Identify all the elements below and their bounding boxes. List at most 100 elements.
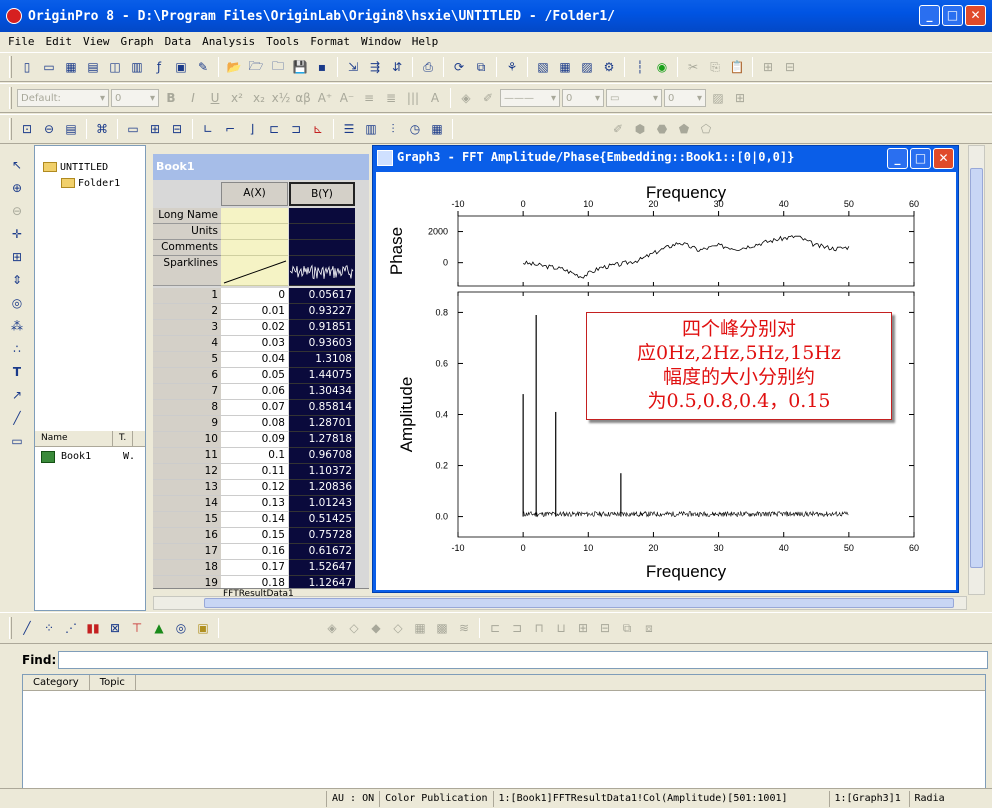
3d-image-icon[interactable]: ▩ bbox=[436, 621, 448, 635]
cell-a[interactable]: 0.05 bbox=[221, 368, 288, 384]
menu-file[interactable]: File bbox=[8, 34, 35, 48]
stat-plot-icon[interactable]: ⊤ bbox=[131, 621, 143, 635]
copy-icon[interactable]: ⎘ bbox=[710, 59, 720, 74]
cell-b[interactable]: 1.20836 bbox=[289, 480, 355, 496]
column-header-a[interactable]: A(X) bbox=[221, 182, 288, 206]
results-log-icon[interactable]: ▧ bbox=[537, 60, 549, 74]
pointer-icon[interactable]: ↖ bbox=[11, 157, 23, 172]
data-region-icon[interactable]: ⁂ bbox=[11, 318, 23, 333]
command-window-icon[interactable]: ▨ bbox=[581, 60, 593, 74]
send-back-icon[interactable]: ⧈ bbox=[645, 620, 653, 635]
underline-icon[interactable]: U bbox=[210, 91, 220, 105]
find-input[interactable] bbox=[58, 651, 988, 669]
new-excel-icon[interactable]: ▤ bbox=[87, 60, 99, 74]
cell-a[interactable]: 0.03 bbox=[221, 336, 288, 352]
col-name[interactable]: Name bbox=[35, 431, 113, 446]
cell-b[interactable]: 0.75728 bbox=[289, 528, 355, 544]
group-icon[interactable]: ⬣ bbox=[656, 122, 668, 136]
bring-front-icon[interactable]: ⧉ bbox=[622, 620, 632, 635]
align-center-icon[interactable]: ≣ bbox=[385, 91, 397, 105]
menu-tools[interactable]: Tools bbox=[266, 34, 300, 48]
annotation-textbox[interactable]: 四个峰分别对 应0Hz,2Hz,5Hz,15Hz 幅度的大小分别约 为0.5,0… bbox=[586, 312, 892, 420]
draw-data-icon[interactable]: ∴ bbox=[13, 341, 21, 356]
3d-surface-icon[interactable]: ◆ bbox=[371, 621, 381, 635]
save-template-icon[interactable]: ▪ bbox=[317, 60, 327, 74]
align-left-obj-icon[interactable]: ⊏ bbox=[489, 621, 501, 635]
color-scale-icon[interactable]: ▥ bbox=[365, 122, 377, 136]
pattern-icon[interactable]: ▨ bbox=[712, 91, 724, 105]
line-tool-icon[interactable]: ╱ bbox=[13, 410, 21, 425]
import-wizard-icon[interactable]: ⇵ bbox=[391, 60, 403, 74]
cell-b[interactable]: 1.01243 bbox=[289, 496, 355, 512]
new-notes-icon[interactable]: ✎ bbox=[197, 60, 209, 74]
cell-b[interactable]: 0.93603 bbox=[289, 336, 355, 352]
cell-b[interactable]: 1.28701 bbox=[289, 416, 355, 432]
scatter-plot-icon[interactable]: ⁘ bbox=[43, 621, 55, 635]
increase-font-icon[interactable]: A⁺ bbox=[317, 91, 333, 105]
cell-b[interactable]: 1.27818 bbox=[289, 432, 355, 448]
decrease-font-icon[interactable]: A⁻ bbox=[339, 91, 355, 105]
line-color-icon[interactable]: ✐ bbox=[482, 91, 494, 105]
cell-a[interactable]: 0.17 bbox=[221, 560, 288, 576]
cell-a[interactable]: 0 bbox=[221, 288, 288, 304]
zoom-in-icon[interactable]: ⊕ bbox=[11, 180, 23, 195]
align-right-obj-icon[interactable]: ⊐ bbox=[511, 621, 523, 635]
data-reader-icon[interactable]: ⊞ bbox=[11, 249, 23, 264]
menu-edit[interactable]: Edit bbox=[45, 34, 73, 48]
new-graph-icon[interactable]: ◫ bbox=[109, 60, 121, 74]
menu-graph[interactable]: Graph bbox=[120, 34, 154, 48]
data-selector-icon[interactable]: ⇕ bbox=[11, 272, 23, 287]
cell-a[interactable]: 0.01 bbox=[221, 304, 288, 320]
label-cell-a-1[interactable] bbox=[221, 224, 288, 240]
add-column-icon[interactable]: ⊞ bbox=[762, 60, 774, 74]
menu-format[interactable]: Format bbox=[310, 34, 350, 48]
3d-wire-icon[interactable]: ◇ bbox=[393, 621, 403, 635]
3d-contour-icon[interactable]: ≋ bbox=[458, 621, 470, 635]
add-right-y-icon[interactable]: ⌋ bbox=[249, 122, 255, 136]
graph-minimize-button[interactable]: _ bbox=[887, 148, 908, 169]
new-matrix-icon[interactable]: ▥ bbox=[131, 60, 143, 74]
column-plot-icon[interactable]: ▮▮ bbox=[86, 621, 100, 635]
import-multiple-ascii-icon[interactable]: ⇶ bbox=[369, 60, 381, 74]
fill-color-icon[interactable]: ◈ bbox=[461, 91, 471, 105]
add-bottom-x-icon[interactable]: ∟ bbox=[202, 122, 214, 136]
stamp-icon[interactable]: ⬠ bbox=[700, 122, 712, 136]
new-function-icon[interactable]: ƒ bbox=[156, 60, 162, 74]
hscroll-thumb[interactable] bbox=[204, 598, 954, 608]
menu-view[interactable]: View bbox=[83, 34, 110, 48]
xy-scale-icon[interactable]: ⫶ bbox=[391, 121, 395, 136]
menu-help[interactable]: Help bbox=[411, 34, 439, 48]
style-icon[interactable]: ✐ bbox=[612, 122, 624, 136]
align-bottom-obj-icon[interactable]: ⊔ bbox=[556, 621, 566, 635]
line-style-combo[interactable]: ——— ▾ bbox=[500, 89, 560, 107]
script-window-icon[interactable]: ▦ bbox=[559, 60, 571, 74]
maximize-button[interactable]: □ bbox=[942, 5, 963, 26]
label-cell-b-2[interactable] bbox=[289, 240, 355, 256]
line-width-combo[interactable]: 0 ▾ bbox=[562, 89, 604, 107]
cell-a[interactable]: 0.16 bbox=[221, 544, 288, 560]
grid-icon[interactable]: ⊞ bbox=[734, 91, 746, 105]
label-cell-a-0[interactable] bbox=[221, 208, 288, 224]
refresh-icon[interactable]: ⟳ bbox=[453, 60, 465, 74]
print-icon[interactable]: ⎙ bbox=[423, 59, 433, 74]
vertical-scrollbar[interactable] bbox=[968, 145, 985, 595]
subscript-icon[interactable]: x₂ bbox=[253, 91, 265, 105]
cell-a[interactable]: 0.04 bbox=[221, 352, 288, 368]
find-col-category[interactable]: Category bbox=[23, 675, 90, 690]
label-cell-a-3[interactable] bbox=[221, 256, 288, 286]
cell-a[interactable]: 0.09 bbox=[221, 432, 288, 448]
new-folder-icon[interactable]: ▭ bbox=[43, 60, 55, 74]
align-left-icon[interactable]: ≡ bbox=[363, 91, 375, 105]
label-cell-b-0[interactable] bbox=[289, 208, 355, 224]
graph-close-button[interactable]: ✕ bbox=[933, 148, 954, 169]
save-project-icon[interactable]: 💾 bbox=[292, 60, 308, 74]
template-library-icon[interactable]: ▣ bbox=[197, 621, 209, 635]
cell-a[interactable]: 0.06 bbox=[221, 384, 288, 400]
zoom-out-icon[interactable]: ⊖ bbox=[43, 122, 55, 136]
menu-analysis[interactable]: Analysis bbox=[202, 34, 256, 48]
cell-b[interactable]: 1.52647 bbox=[289, 560, 355, 576]
superscript-icon[interactable]: x² bbox=[231, 91, 243, 105]
col-type[interactable]: T. bbox=[113, 431, 134, 446]
open-excel-icon[interactable]: 🗀 bbox=[271, 58, 284, 73]
graph-page[interactable]: Frequency -10 0 10 20 30 40 50 60 2000 0 Phase -10 0 1… bbox=[376, 172, 956, 590]
